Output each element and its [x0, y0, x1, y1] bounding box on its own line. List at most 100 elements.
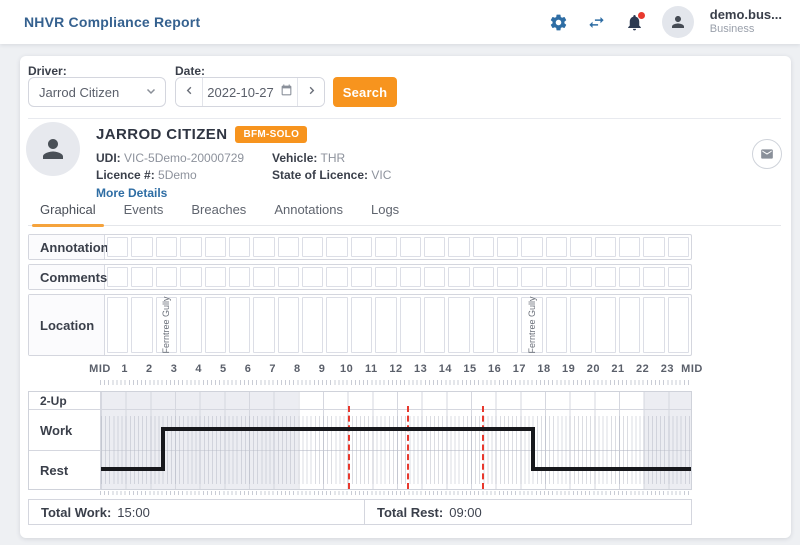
envelope-icon	[761, 149, 773, 159]
event-marker-line	[482, 406, 485, 489]
bell-icon[interactable]	[624, 11, 646, 33]
report-tabs: Graphical Events Breaches Annotations Lo…	[28, 202, 781, 227]
hour-cell	[131, 297, 153, 353]
hour-cell	[375, 237, 397, 257]
hour-cell	[326, 297, 348, 353]
more-details-link[interactable]: More Details	[96, 186, 168, 200]
axis-tick-label: 13	[414, 363, 428, 375]
state-of-licence-label: State of Licence:	[272, 168, 369, 182]
event-marker-line	[347, 406, 350, 489]
user-name: demo.bus...	[709, 7, 782, 23]
hour-cell	[326, 267, 348, 287]
hour-cell	[375, 297, 397, 353]
hour-axis: MID 1 2 3 4 5 6 7 8 9 10 11 12 13 14 15 16 17 18 19 20 21 22 23…	[89, 363, 702, 377]
axis-tick-label: 2	[146, 363, 153, 375]
hour-cell	[570, 267, 592, 287]
axis-tick-label: 20	[586, 363, 600, 375]
row-label-rest: Rest	[29, 450, 101, 490]
work-rest-step	[530, 427, 535, 471]
work-rest-line	[162, 427, 533, 431]
axis-tick-label: 15	[463, 363, 477, 375]
axis-tick-label: 21	[611, 363, 625, 375]
hour-cell	[107, 237, 129, 257]
hour-cell	[545, 267, 568, 287]
axis-tick-label: 18	[537, 363, 551, 375]
comments-row-label: Comments	[29, 265, 107, 289]
location-entry: Ferntree Gully	[161, 296, 172, 354]
work-rest-step	[160, 427, 165, 471]
search-button[interactable]: Search	[333, 77, 397, 107]
driver-label: Driver:	[28, 64, 67, 78]
hour-cell	[545, 297, 568, 353]
tab-logs[interactable]: Logs	[370, 202, 400, 217]
hour-cell	[448, 267, 470, 287]
tab-graphical[interactable]: Graphical	[28, 202, 108, 227]
location-row-label: Location	[29, 295, 105, 355]
annotation-row-label: Annotation	[29, 235, 109, 259]
hour-cell	[326, 237, 348, 257]
axis-tick-label: 9	[318, 363, 326, 375]
hour-cell	[302, 267, 324, 287]
date-next-button[interactable]	[298, 78, 324, 106]
axis-tick-label: 5	[220, 363, 227, 375]
axis-tick-label: 10	[340, 363, 354, 375]
axis-tick-label: 16	[488, 363, 502, 375]
minute-ticks-bottom	[100, 491, 692, 495]
chevron-left-icon	[184, 83, 195, 101]
work-rest-chart: 2-Up Work Rest	[28, 391, 692, 490]
hour-cell: Ferntree Gully	[155, 296, 178, 354]
email-button[interactable]	[752, 139, 782, 169]
work-rest-line	[101, 467, 163, 471]
axis-tick-label: MID	[89, 363, 111, 375]
hour-cell	[472, 267, 494, 287]
axis-tick-label: 8	[294, 363, 301, 375]
hour-cell	[180, 237, 202, 257]
tab-breaches[interactable]: Breaches	[191, 202, 247, 217]
state-of-licence-value: VIC	[371, 168, 392, 182]
hour-cell	[228, 297, 251, 353]
swap-arrows-icon[interactable]	[586, 11, 608, 33]
hour-cell	[448, 237, 470, 257]
hour-cell	[472, 297, 494, 353]
hour-cell	[448, 297, 470, 353]
top-header: NHVR Compliance Report demo.bus... Busin…	[0, 0, 800, 44]
gear-icon[interactable]	[548, 11, 570, 33]
driver-select[interactable]: Jarrod Citizen	[28, 77, 166, 107]
hour-cell	[107, 297, 129, 353]
user-menu[interactable]: demo.bus... Business	[709, 7, 782, 36]
work-rest-line	[532, 467, 691, 471]
chevron-down-icon	[145, 85, 157, 100]
hour-cell	[350, 267, 373, 287]
hour-cell	[594, 297, 616, 353]
hour-gridlines	[101, 392, 691, 489]
hour-cell	[594, 267, 616, 287]
tab-events[interactable]: Events	[123, 202, 164, 217]
hour-cell	[643, 237, 665, 257]
user-avatar[interactable]	[661, 6, 694, 38]
totals-bar: Total Work: 15:00 Total Rest: 09:00	[28, 499, 692, 525]
row-separator	[101, 409, 691, 410]
hour-cell	[107, 267, 129, 287]
hour-cell	[472, 237, 494, 257]
axis-tick-label: 1	[121, 363, 128, 375]
date-prev-button[interactable]	[176, 78, 202, 106]
date-value[interactable]: 2022-10-27	[202, 78, 298, 106]
event-marker-line	[407, 406, 410, 489]
date-label: Date:	[175, 64, 206, 78]
tab-annotations[interactable]: Annotations	[274, 202, 343, 217]
hour-cell	[497, 267, 519, 287]
hour-cell	[497, 237, 519, 257]
hour-cell	[131, 267, 153, 287]
hour-cell	[618, 297, 641, 353]
hour-cell	[423, 267, 446, 287]
hour-cell	[643, 267, 665, 287]
hour-cell	[618, 237, 641, 257]
hour-cell	[302, 297, 324, 353]
annotation-row: Annotation	[28, 234, 692, 260]
udi-label: UDI:	[96, 151, 121, 165]
chart-row-labels: 2-Up Work Rest	[29, 392, 101, 490]
hour-cell	[253, 297, 275, 353]
hour-cell	[545, 237, 568, 257]
axis-tick-label: MID	[681, 363, 703, 375]
hour-cell	[570, 237, 592, 257]
